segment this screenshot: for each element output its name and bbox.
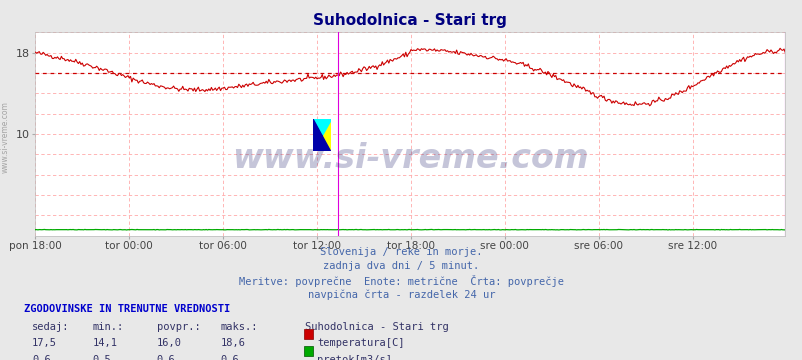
Text: Slovenija / reke in morje.: Slovenija / reke in morje. — [320, 247, 482, 257]
Text: 0,5: 0,5 — [92, 355, 111, 360]
Text: Meritve: povprečne  Enote: metrične  Črta: povprečje: Meritve: povprečne Enote: metrične Črta:… — [239, 275, 563, 287]
Text: zadnja dva dni / 5 minut.: zadnja dva dni / 5 minut. — [323, 261, 479, 271]
Text: 0,6: 0,6 — [32, 355, 51, 360]
Text: www.si-vreme.com: www.si-vreme.com — [1, 101, 10, 173]
Text: navpična črta - razdelek 24 ur: navpična črta - razdelek 24 ur — [307, 290, 495, 300]
Polygon shape — [313, 119, 322, 152]
Text: povpr.:: povpr.: — [156, 322, 200, 332]
Text: ZGODOVINSKE IN TRENUTNE VREDNOSTI: ZGODOVINSKE IN TRENUTNE VREDNOSTI — [24, 304, 230, 314]
Text: pretok[m3/s]: pretok[m3/s] — [317, 355, 391, 360]
Text: sedaj:: sedaj: — [32, 322, 70, 332]
Polygon shape — [313, 119, 330, 152]
Text: Suhodolnica - Stari trg: Suhodolnica - Stari trg — [305, 322, 448, 332]
Text: 17,5: 17,5 — [32, 338, 57, 348]
Text: min.:: min.: — [92, 322, 124, 332]
Text: 0,6: 0,6 — [156, 355, 175, 360]
Text: temperatura[C]: temperatura[C] — [317, 338, 404, 348]
Text: 16,0: 16,0 — [156, 338, 181, 348]
Title: Suhodolnica - Stari trg: Suhodolnica - Stari trg — [313, 13, 507, 28]
Text: www.si-vreme.com: www.si-vreme.com — [232, 142, 588, 175]
Text: maks.:: maks.: — [221, 322, 258, 332]
Text: 0,6: 0,6 — [221, 355, 239, 360]
Text: 14,1: 14,1 — [92, 338, 117, 348]
Polygon shape — [313, 135, 330, 152]
Polygon shape — [313, 119, 330, 152]
Text: 18,6: 18,6 — [221, 338, 245, 348]
